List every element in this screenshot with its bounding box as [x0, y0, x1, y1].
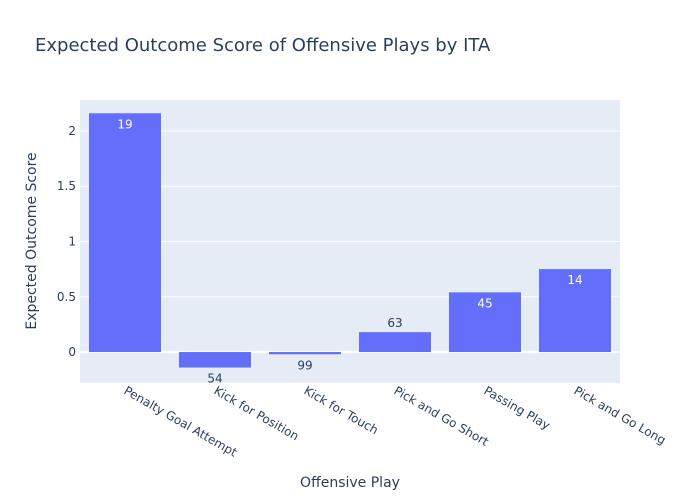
- y-tick-label: 1.5: [57, 179, 76, 193]
- bar-value-label: 19: [117, 117, 132, 131]
- x-tick-label: Pick and Go Short: [392, 383, 492, 449]
- bar-value-label: 99: [297, 358, 312, 372]
- y-axis-title: Expected Outcome Score: [24, 152, 40, 329]
- y-tick-label: 2: [68, 124, 76, 138]
- x-tick-label: Passing Play: [482, 383, 553, 432]
- bar[interactable]: [179, 352, 251, 368]
- bar[interactable]: [539, 269, 611, 353]
- bar-value-label: 63: [387, 316, 402, 330]
- bar[interactable]: [449, 292, 521, 353]
- bar[interactable]: [89, 113, 161, 353]
- y-tick-label: 0: [68, 345, 76, 359]
- bar[interactable]: [269, 352, 341, 355]
- bar-value-label: 54: [207, 372, 222, 386]
- x-axis-title: Offensive Play: [300, 475, 400, 491]
- chart-title: Expected Outcome Score of Offensive Play…: [35, 35, 491, 56]
- x-tick-label: Kick for Position: [212, 383, 302, 443]
- x-tick-label: Kick for Touch: [302, 383, 381, 437]
- y-tick-label: 0.5: [57, 290, 76, 304]
- bar[interactable]: [359, 332, 431, 353]
- x-tick-label: Pick and Go Long: [572, 383, 669, 447]
- bar-value-label: 45: [477, 296, 492, 310]
- bar-value-label: 14: [567, 273, 582, 287]
- y-tick-label: 1: [68, 235, 76, 249]
